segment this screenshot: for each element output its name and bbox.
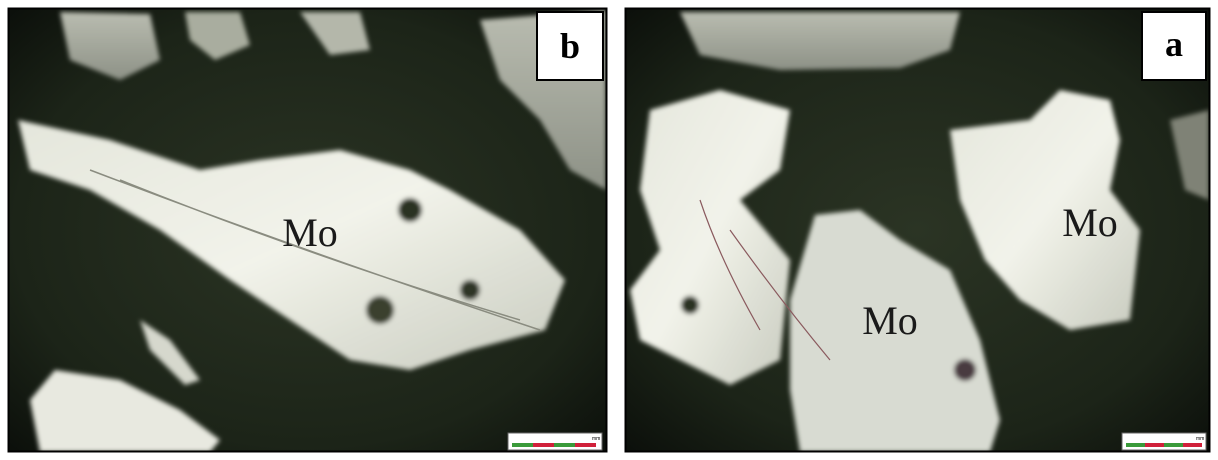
scale-unit: mm (1196, 436, 1204, 442)
scale-bar-bg (1122, 433, 1206, 450)
scale-seg (1164, 443, 1183, 447)
scale-seg (1126, 443, 1145, 447)
scale-bar-bg (508, 433, 602, 450)
page: {"panels": [ {"label": "b", "annotations… (0, 0, 1218, 460)
scale-seg (554, 443, 575, 447)
panel-label: a (1165, 24, 1183, 64)
inclusion (366, 296, 394, 324)
inclusion (681, 296, 699, 314)
scale-seg (512, 443, 533, 447)
panel-label: b (560, 26, 580, 66)
inclusion (460, 280, 480, 300)
scale-seg (1183, 443, 1202, 447)
scale-seg (575, 443, 596, 447)
scale-bar: mm (1122, 433, 1206, 450)
scale-seg (1145, 443, 1164, 447)
inclusion (954, 359, 976, 381)
scale-bar: mm (508, 433, 602, 450)
annotation: Mo (282, 210, 338, 255)
figure: b Mo mm a Mo Mo mm (0, 0, 1218, 460)
scale-unit: mm (592, 436, 600, 442)
scale-seg (533, 443, 554, 447)
annotation: Mo (1062, 200, 1118, 245)
panel-a-image (626, 9, 1209, 452)
inclusion (398, 198, 422, 222)
annotation: Mo (862, 298, 918, 343)
